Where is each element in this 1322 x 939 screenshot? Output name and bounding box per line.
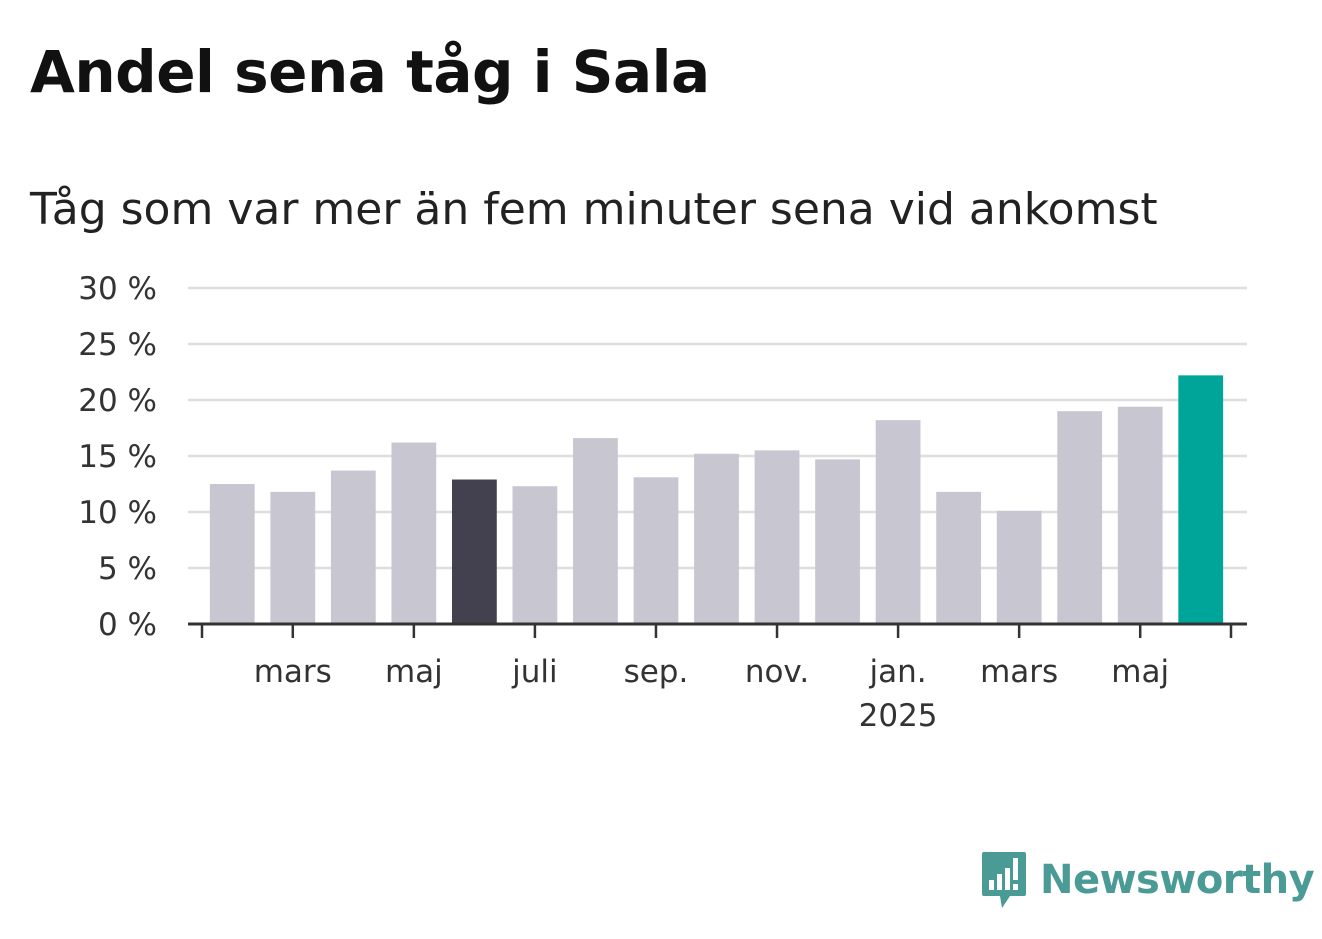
bar-2025-06 <box>1178 375 1224 624</box>
y-tick-label: 10 % <box>78 495 157 531</box>
bar-2024-11 <box>754 450 800 624</box>
y-axis-labels: 0 % 5 % 10 % 15 % 20 % 25 % 30 % <box>78 271 157 643</box>
x-tick-label: nov. <box>745 654 809 690</box>
bar-2025-01 <box>875 420 921 624</box>
y-tick-label: 25 % <box>78 327 157 363</box>
bar-2025-05 <box>1117 406 1163 624</box>
x-tick-label: maj <box>385 654 443 690</box>
x-tick-label: mars <box>254 654 332 690</box>
bar-2024-06 <box>451 479 497 624</box>
bar-2025-03 <box>996 510 1042 624</box>
y-tick-label: 5 % <box>98 551 157 587</box>
bar-2024-05 <box>391 442 437 624</box>
bars <box>209 375 1224 624</box>
x-tick-label: mars <box>980 654 1058 690</box>
chart-title: Andel sena tåg i Sala <box>30 38 710 106</box>
chart-subtitle: Tåg som var mer än fem minuter sena vid … <box>30 184 1158 235</box>
y-tick-label: 30 % <box>78 271 157 307</box>
bar-2024-03 <box>270 491 316 624</box>
bar-2024-08 <box>573 438 618 624</box>
newsworthy-logo-icon <box>982 852 1026 908</box>
brand-name: Newsworthy <box>1040 857 1315 903</box>
bar-2024-09 <box>633 477 679 624</box>
x-tick-label: sep. <box>624 654 689 690</box>
y-tick-label: 0 % <box>98 607 157 643</box>
brand-logo: Newsworthy <box>980 850 1315 910</box>
x-axis: mars maj juli sep. nov. jan. 2025 mars maj <box>188 622 1247 734</box>
bar-2024-04 <box>330 470 376 624</box>
x-tick-label: juli <box>511 654 558 690</box>
bar-2024-07 <box>512 486 558 624</box>
x-tick-label: maj <box>1111 654 1169 690</box>
x-tick-year-label: 2025 <box>859 698 938 734</box>
bar-2024-10 <box>694 453 739 624</box>
y-tick-label: 15 % <box>78 439 157 475</box>
bar-2024-02 <box>209 484 255 624</box>
x-tick-label: jan. <box>869 654 927 690</box>
bar-2025-02 <box>936 491 982 624</box>
y-tick-label: 20 % <box>78 383 157 419</box>
bar-2024-12 <box>815 459 860 624</box>
bar-2025-04 <box>1057 411 1103 624</box>
